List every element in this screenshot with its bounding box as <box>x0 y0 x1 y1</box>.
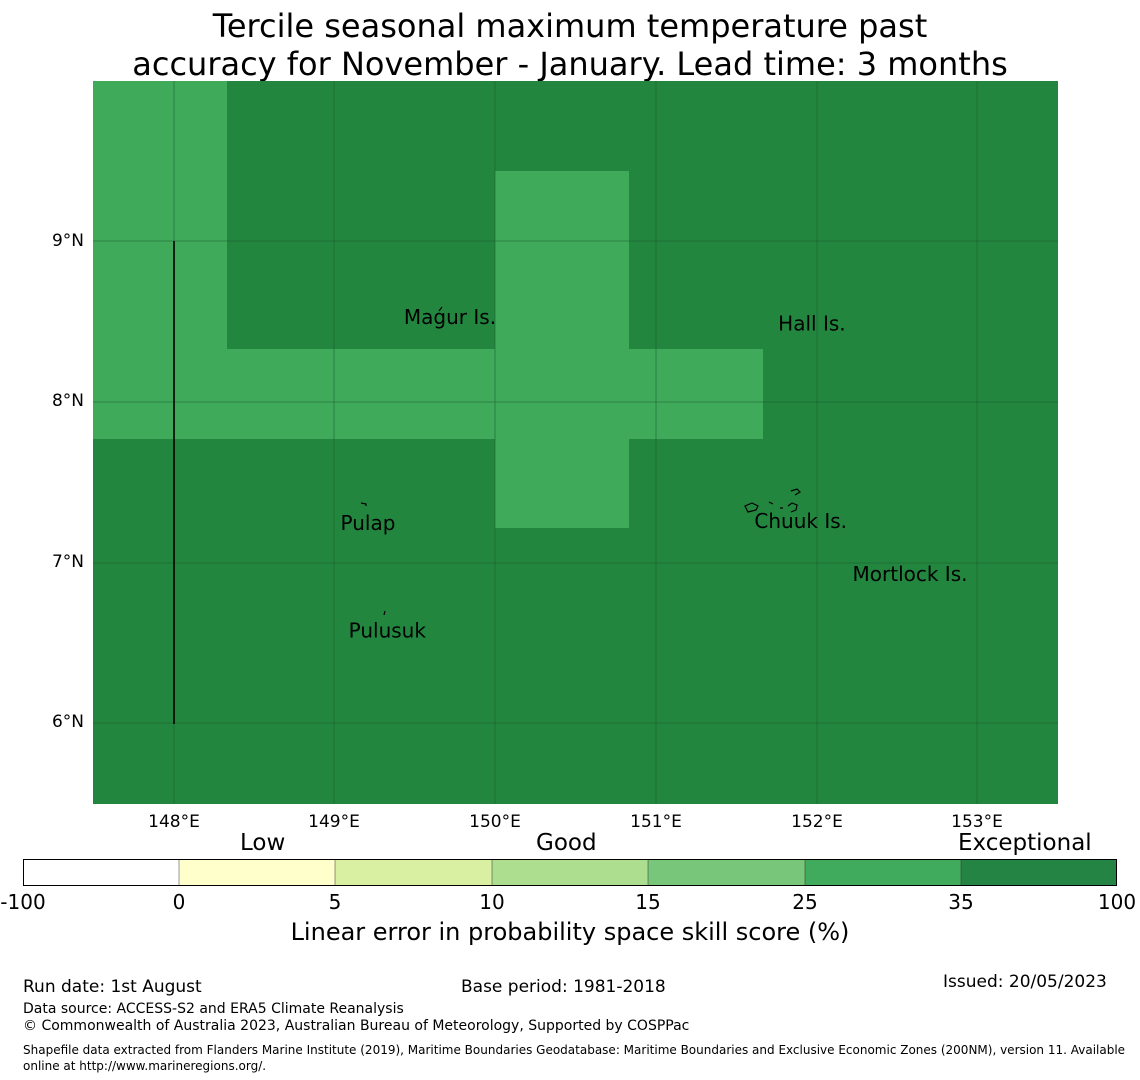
y-tick-9n: 9°N <box>51 231 84 251</box>
colorbar-segment-1 <box>179 859 335 886</box>
x-tick-153e: 153°E <box>951 812 1003 832</box>
place-label-pulap: Pulap <box>341 511 396 535</box>
place-label-pulusuk: Pulusuk <box>349 619 427 643</box>
category-good: Good <box>536 830 597 856</box>
colorbar-segment-2 <box>335 859 492 886</box>
colorbar-segment-5 <box>805 859 961 886</box>
x-tick-152e: 152°E <box>791 812 843 832</box>
map-gridlines <box>93 81 1058 804</box>
map-title-line-2: accuracy for November - January. Lead ti… <box>132 45 1008 83</box>
issued-date: Issued: 20/05/2023 <box>943 972 1107 992</box>
colorbar-tick-25: 25 <box>792 890 818 914</box>
colorbar-tick-10: 10 <box>479 890 505 914</box>
colorbar-tick-35: 35 <box>948 890 974 914</box>
run-date: Run date: 1st August <box>23 977 202 997</box>
copyright: © Commonwealth of Australia 2023, Austra… <box>23 1018 690 1034</box>
y-tick-8n: 8°N <box>51 391 84 411</box>
colorbar-segment-3 <box>492 859 648 886</box>
base-period: Base period: 1981-2018 <box>461 977 666 997</box>
x-tick-149e: 149°E <box>308 812 360 832</box>
skill-score-map: Magur Is. Hall Is. Pulap Chuuk Is. Mortlock … <box>93 81 1058 804</box>
magur-island-outline <box>438 306 443 312</box>
colorbar-segment-4 <box>648 859 805 886</box>
good-region-central-column <box>495 171 629 528</box>
good-region-central-band <box>93 349 763 439</box>
data-source: Data source: ACCESS-S2 and ERA5 Climate … <box>23 1001 404 1017</box>
colorbar-tick-100: 100 <box>1097 890 1137 914</box>
colorbar <box>23 859 1117 886</box>
x-tick-151e: 151°E <box>630 812 682 832</box>
chuuk-lagoon-outline <box>744 488 801 513</box>
y-tick-7n: 7°N <box>51 552 84 572</box>
colorbar-tick-15: 15 <box>635 890 661 914</box>
x-tick-148e: 148°E <box>148 812 200 832</box>
place-label-magur-is: Magur Is. <box>404 305 496 329</box>
colorbar-segment-0 <box>23 859 179 886</box>
category-exceptional: Exceptional <box>958 830 1092 856</box>
good-region-west-upper <box>93 81 227 349</box>
pulusuk-island-outline <box>383 610 386 616</box>
y-tick-6n: 6°N <box>51 712 84 732</box>
pulap-island-outline <box>360 502 367 506</box>
x-tick-150e: 150°E <box>469 812 521 832</box>
map-title-line-1: Tercile seasonal maximum temperature pas… <box>212 7 928 45</box>
colorbar-title: Linear error in probability space skill … <box>290 918 850 946</box>
shapefile-attribution: Shapefile data extracted from Flanders M… <box>23 1043 1126 1073</box>
colorbar-tick-minus100: -100 <box>0 890 46 914</box>
colorbar-tick-5: 5 <box>328 890 342 914</box>
colorbar-segment-6 <box>961 859 1117 886</box>
place-label-hall-is: Hall Is. <box>778 312 845 336</box>
category-low: Low <box>240 830 286 856</box>
place-label-chuuk-is: Chuuk Is. <box>754 509 847 533</box>
colorbar-tick-0: 0 <box>172 890 186 914</box>
island-outlines <box>360 306 801 616</box>
place-label-mortlock-is: Mortlock Is. <box>853 562 968 586</box>
